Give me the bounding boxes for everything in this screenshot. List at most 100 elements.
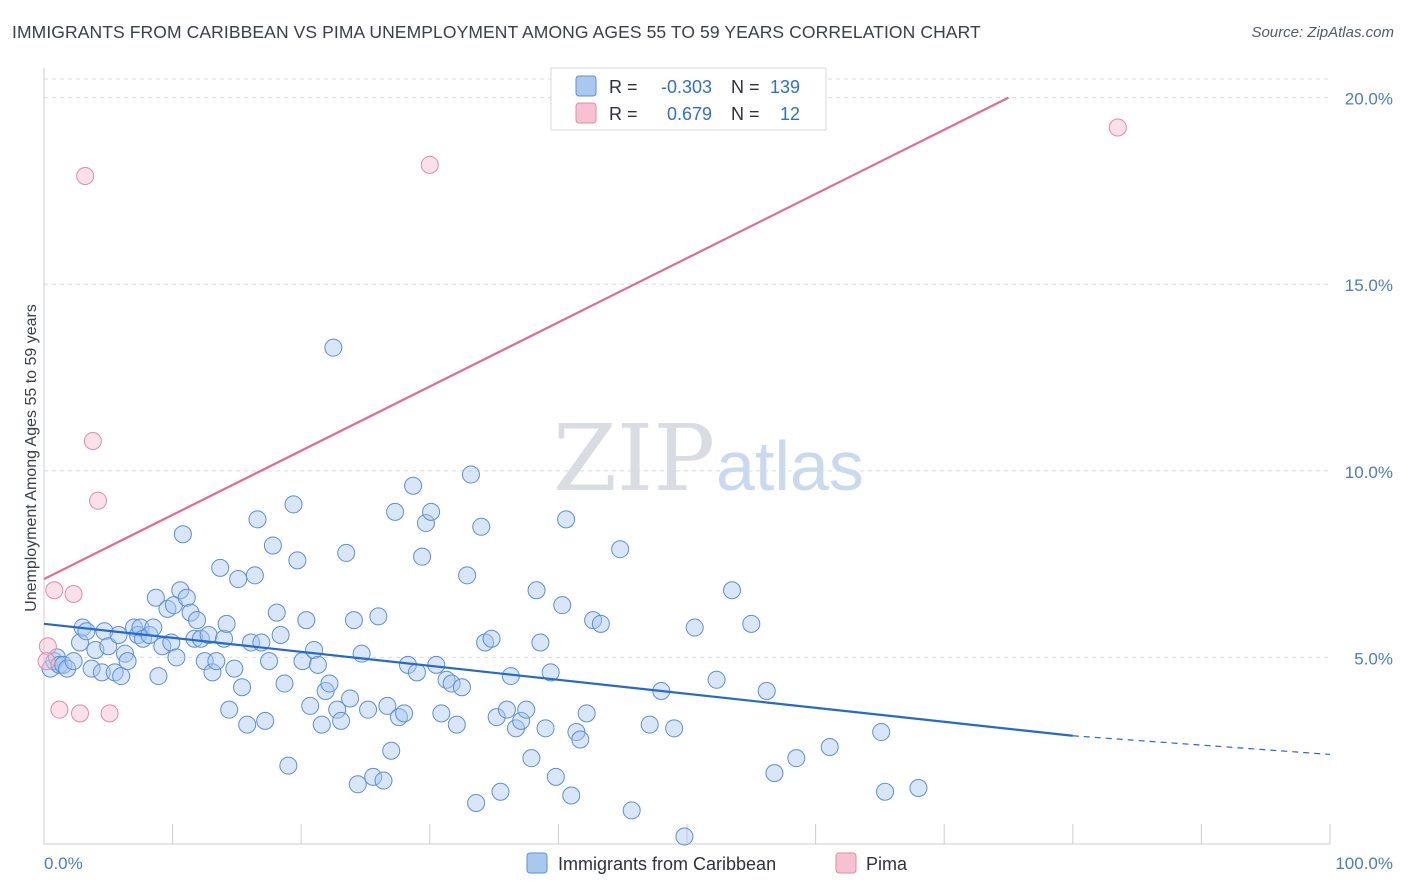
caribbean-point xyxy=(267,603,286,622)
caribbean-point xyxy=(344,611,363,630)
legend-n-value: 12 xyxy=(780,104,800,124)
caribbean-point xyxy=(665,719,684,738)
pima-point xyxy=(71,704,90,723)
caribbean-point xyxy=(876,782,895,801)
y-tick-label: 15.0% xyxy=(1345,276,1393,295)
legend-box xyxy=(550,67,827,131)
pima-point xyxy=(89,491,108,510)
caribbean-point xyxy=(591,614,610,633)
caribbean-point xyxy=(491,782,510,801)
caribbean-point xyxy=(305,640,324,659)
caribbean-point xyxy=(723,581,742,600)
caribbean-point xyxy=(416,514,435,533)
pima-trend-line xyxy=(43,96,1009,581)
caribbean-point xyxy=(422,502,441,521)
caribbean-point xyxy=(146,588,165,607)
caribbean-point xyxy=(482,629,501,648)
caribbean-point xyxy=(328,700,347,719)
caribbean-point xyxy=(256,711,275,730)
caribbean-point xyxy=(546,767,565,786)
caribbean-point xyxy=(348,775,367,794)
caribbean-point xyxy=(341,689,360,708)
caribbean-point xyxy=(217,614,236,633)
bottom-legend: Immigrants from Caribbean Pima xyxy=(526,852,908,874)
caribbean-point xyxy=(288,551,307,570)
series-pima-points xyxy=(37,118,1127,723)
caribbean-point xyxy=(432,704,451,723)
caribbean-point xyxy=(181,603,200,622)
caribbean-point xyxy=(188,611,207,630)
pima-point xyxy=(64,584,83,603)
legend-r-label: R = xyxy=(609,104,638,124)
caribbean-point xyxy=(71,633,90,652)
caribbean-point xyxy=(112,667,131,686)
y-tick-label: 10.0% xyxy=(1345,463,1393,482)
caribbean-point xyxy=(622,801,641,820)
caribbean-point xyxy=(447,715,466,734)
caribbean-point xyxy=(562,786,581,805)
caribbean-point xyxy=(685,618,704,637)
caribbean-point xyxy=(531,633,550,652)
caribbean-point xyxy=(553,596,572,615)
legend: R = -0.303 N = 139 R = 0.679 N = 12 xyxy=(550,67,827,131)
caribbean-point xyxy=(82,659,101,678)
caribbean-point xyxy=(263,536,282,555)
caribbean-point xyxy=(248,510,267,529)
caribbean-point xyxy=(413,547,432,566)
series-caribbean-points xyxy=(41,338,928,846)
trend-lines xyxy=(43,96,1331,756)
caribbean-point xyxy=(364,767,383,786)
caribbean-point xyxy=(332,711,351,730)
caribbean-trend-line xyxy=(43,622,1073,737)
caribbean-point xyxy=(787,749,806,768)
bottom-legend-label-caribbean: Immigrants from Caribbean xyxy=(558,854,776,874)
caribbean-point xyxy=(167,648,186,667)
caribbean-point xyxy=(260,652,279,671)
caribbean-point xyxy=(279,756,298,775)
caribbean-point xyxy=(765,764,784,783)
caribbean-point xyxy=(404,476,423,495)
caribbean-point xyxy=(320,674,339,693)
caribbean-point xyxy=(149,667,168,686)
caribbean-point xyxy=(611,540,630,559)
caribbean-point xyxy=(557,510,576,529)
caribbean-point xyxy=(374,771,393,790)
caribbean-point xyxy=(271,626,290,645)
pima-point xyxy=(420,155,439,174)
legend-n-label: N = xyxy=(731,77,760,97)
x-tick-label-max: 100.0% xyxy=(1335,854,1393,873)
caribbean-point xyxy=(536,719,555,738)
caribbean-point xyxy=(64,652,83,671)
caribbean-point xyxy=(312,715,331,734)
caribbean-point xyxy=(118,652,137,671)
chart-title: IMMIGRANTS FROM CARIBBEAN VS PIMA UNEMPL… xyxy=(12,22,981,42)
pima-point xyxy=(45,581,64,600)
caribbean-point xyxy=(173,525,192,544)
caribbean-point xyxy=(442,674,461,693)
y-tick-label: 20.0% xyxy=(1345,90,1393,109)
caribbean-point xyxy=(378,696,397,715)
caribbean-point xyxy=(487,708,506,727)
caribbean-point xyxy=(225,659,244,678)
caribbean-point xyxy=(203,663,222,682)
caribbean-point xyxy=(337,543,356,562)
axes xyxy=(43,68,1331,845)
caribbean-point xyxy=(820,737,839,756)
pima-point xyxy=(100,704,119,723)
caribbean-point xyxy=(757,682,776,700)
caribbean-point xyxy=(308,655,327,674)
bottom-legend-label-pima: Pima xyxy=(866,854,908,874)
caribbean-point xyxy=(131,618,150,637)
caribbean-point xyxy=(541,663,560,682)
caribbean-point xyxy=(395,704,414,723)
caribbean-point xyxy=(284,495,303,514)
caribbean-point xyxy=(229,570,248,589)
caribbean-point xyxy=(512,711,531,730)
caribbean-point xyxy=(177,588,196,607)
legend-n-label: N = xyxy=(731,104,760,124)
caribbean-point xyxy=(99,637,118,656)
x-tick-label-min: 0.0% xyxy=(44,854,83,873)
caribbean-point xyxy=(58,659,77,678)
pima-point xyxy=(37,652,56,671)
